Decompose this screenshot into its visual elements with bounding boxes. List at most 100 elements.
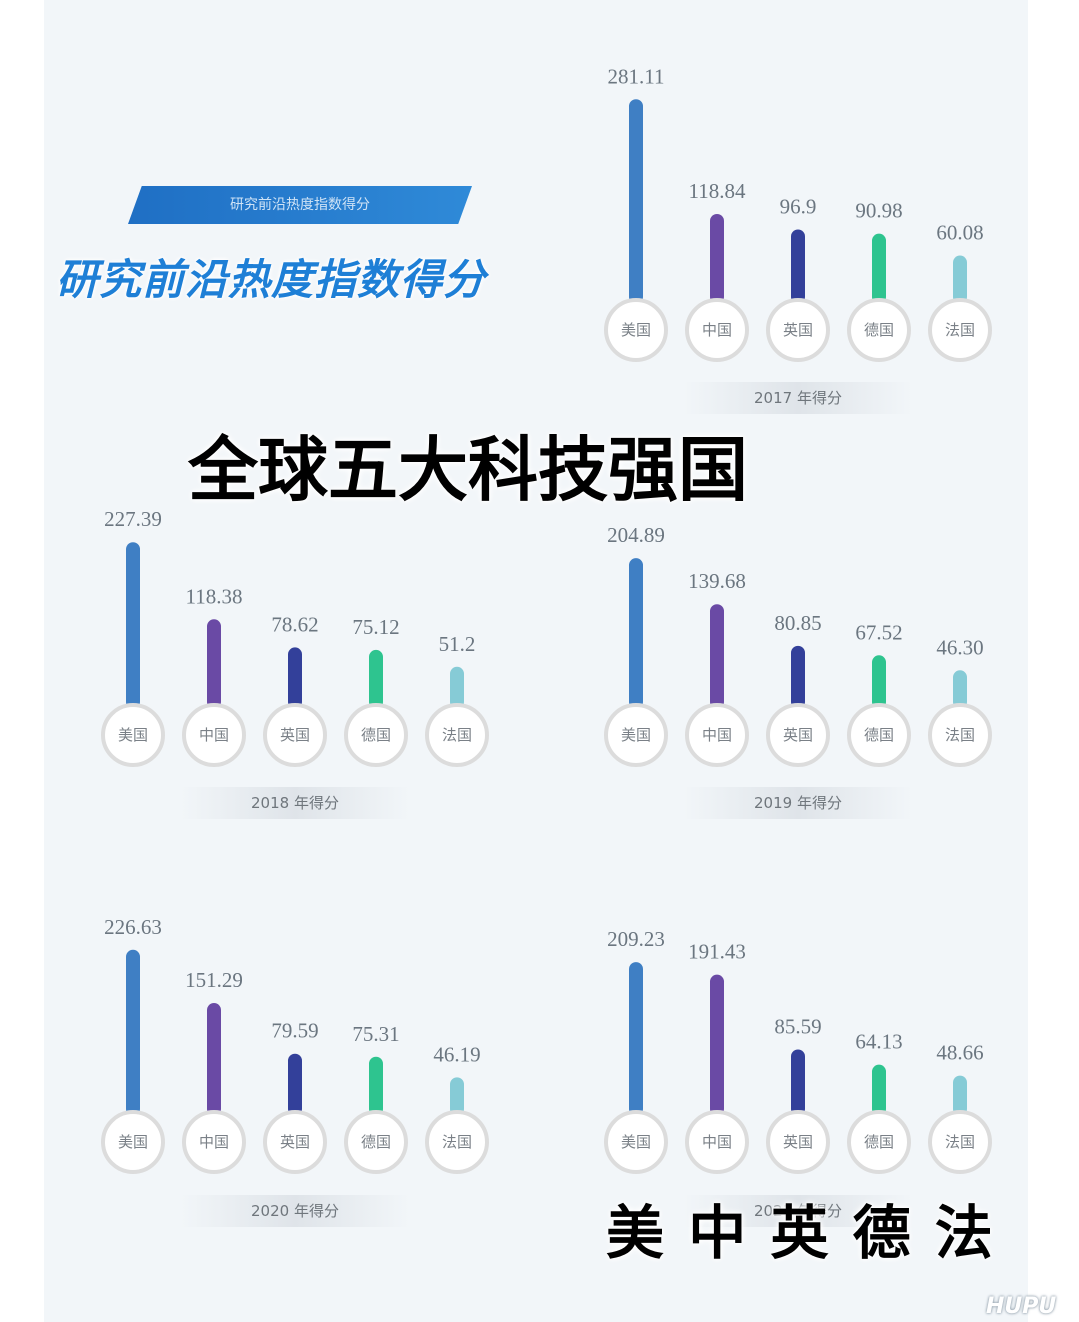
bar-usa [629, 99, 643, 304]
country-circle-usa [604, 703, 668, 767]
country-label-china: 中国 [702, 726, 732, 744]
country-circle-france [928, 703, 992, 767]
country-label-germany: 德国 [864, 726, 894, 744]
watermark-logo: HUPU [986, 1294, 1057, 1319]
chart-2: 2019 年得分 204.89 美国 139.68 中国 80.85 英国 67.52 德国 46… [604, 523, 992, 819]
year-label: 2019 年得分 [754, 794, 842, 812]
bar-uk [288, 647, 302, 709]
value-label-france: 48.66 [936, 1041, 983, 1065]
bar-usa [126, 542, 140, 709]
subtitle: 研究前沿热度指数得分 [56, 255, 487, 304]
year-label-strip [683, 1195, 913, 1227]
value-label-china: 139.68 [688, 569, 746, 593]
country-label-france: 法国 [945, 1133, 975, 1151]
country-label-uk: 英国 [783, 321, 813, 339]
bar-germany [872, 233, 886, 304]
country-circle-usa [101, 1110, 165, 1174]
value-label-china: 151.29 [185, 968, 243, 992]
country-label-germany: 德国 [361, 726, 391, 744]
country-circle-germany [344, 703, 408, 767]
bar-uk [791, 1049, 805, 1116]
bar-france [450, 1077, 464, 1116]
bar-germany [872, 655, 886, 709]
country-circle-uk [766, 298, 830, 362]
country-label-china: 中国 [702, 1133, 732, 1151]
country-circle-china [685, 1110, 749, 1174]
country-circle-usa [604, 298, 668, 362]
bar-china [710, 604, 724, 709]
country-label-usa: 美国 [118, 1133, 148, 1151]
bar-china [207, 1003, 221, 1116]
value-label-usa: 281.11 [608, 64, 665, 88]
country-label-uk: 英国 [783, 726, 813, 744]
bar-germany [369, 1056, 383, 1116]
value-label-china: 191.43 [688, 940, 746, 964]
bar-china [710, 974, 724, 1116]
value-label-france: 60.08 [936, 221, 983, 245]
year-label-strip [180, 787, 410, 819]
bar-china [207, 619, 221, 709]
bar-usa [629, 962, 643, 1116]
chart-4: 2021 年得分 209.23 美国 191.43 中国 85.59 英国 64.13 德国 48… [604, 927, 992, 1227]
country-label-usa: 美国 [621, 1133, 651, 1151]
country-circle-france [928, 1110, 992, 1174]
country-circle-usa [604, 1110, 668, 1174]
value-label-germany: 90.98 [855, 199, 902, 223]
country-circle-france [425, 1110, 489, 1174]
country-circle-uk [766, 703, 830, 767]
chart-0: 2017 年得分 281.11 美国 118.84 中国 96.9 英国 90.98 德国 60.… [604, 64, 992, 414]
value-label-france: 51.2 [439, 632, 476, 656]
country-circle-china [685, 298, 749, 362]
value-label-france: 46.19 [433, 1042, 480, 1066]
value-label-uk: 78.62 [271, 612, 318, 636]
bar-uk [791, 229, 805, 304]
country-label-france: 法国 [442, 1133, 472, 1151]
country-label-china: 中国 [702, 321, 732, 339]
year-label: 2018 年得分 [251, 794, 339, 812]
value-label-usa: 226.63 [104, 915, 162, 939]
country-circle-uk [766, 1110, 830, 1174]
country-circle-france [928, 298, 992, 362]
bar-france [450, 666, 464, 709]
bar-usa [629, 558, 643, 709]
country-label-germany: 德国 [864, 1133, 894, 1151]
country-circle-germany [344, 1110, 408, 1174]
bar-france [953, 670, 967, 709]
country-label-uk: 英国 [280, 726, 310, 744]
country-label-china: 中国 [199, 1133, 229, 1151]
country-circle-uk [263, 703, 327, 767]
country-label-uk: 英国 [280, 1133, 310, 1151]
bar-germany [872, 1064, 886, 1116]
bar-france [953, 1075, 967, 1116]
country-label-germany: 德国 [864, 321, 894, 339]
country-circle-china [182, 1110, 246, 1174]
value-label-usa: 204.89 [607, 523, 665, 547]
value-label-uk: 85.59 [774, 1014, 821, 1038]
value-label-france: 46.30 [936, 635, 983, 659]
country-label-china: 中国 [199, 726, 229, 744]
value-label-germany: 75.31 [352, 1022, 399, 1046]
value-label-usa: 209.23 [607, 927, 665, 951]
year-label-strip [180, 1195, 410, 1227]
bar-france [953, 255, 967, 304]
country-order-caption: 美 中 英 德 法 [606, 1199, 995, 1267]
country-circle-china [685, 703, 749, 767]
value-label-germany: 75.12 [352, 615, 399, 639]
country-label-usa: 美国 [621, 726, 651, 744]
value-label-uk: 79.59 [271, 1019, 318, 1043]
country-label-germany: 德国 [361, 1133, 391, 1151]
country-label-france: 法国 [945, 321, 975, 339]
value-label-uk: 96.9 [780, 194, 817, 218]
bar-usa [126, 949, 140, 1116]
banner-label: 研究前沿热度指数得分 [128, 186, 472, 224]
bar-uk [791, 645, 805, 709]
value-label-germany: 67.52 [855, 620, 902, 644]
country-circle-germany [847, 298, 911, 362]
chart-3: 2020 年得分 226.63 美国 151.29 中国 79.59 英国 75.31 德国 46… [101, 915, 489, 1227]
chart-1: 2018 年得分 227.39 美国 118.38 中国 78.62 英国 75.12 德国 51… [101, 507, 489, 819]
year-label-strip [683, 787, 913, 819]
bar-germany [369, 649, 383, 709]
country-label-france: 法国 [442, 726, 472, 744]
country-label-france: 法国 [945, 726, 975, 744]
